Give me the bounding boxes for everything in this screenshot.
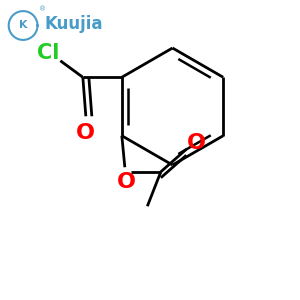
Text: O: O — [76, 123, 95, 143]
Text: O: O — [117, 172, 136, 192]
Text: Cl: Cl — [37, 43, 59, 63]
Text: Kuujia: Kuujia — [44, 15, 103, 33]
Text: O: O — [187, 133, 206, 153]
Text: ®: ® — [39, 7, 46, 13]
Text: K: K — [19, 20, 27, 31]
